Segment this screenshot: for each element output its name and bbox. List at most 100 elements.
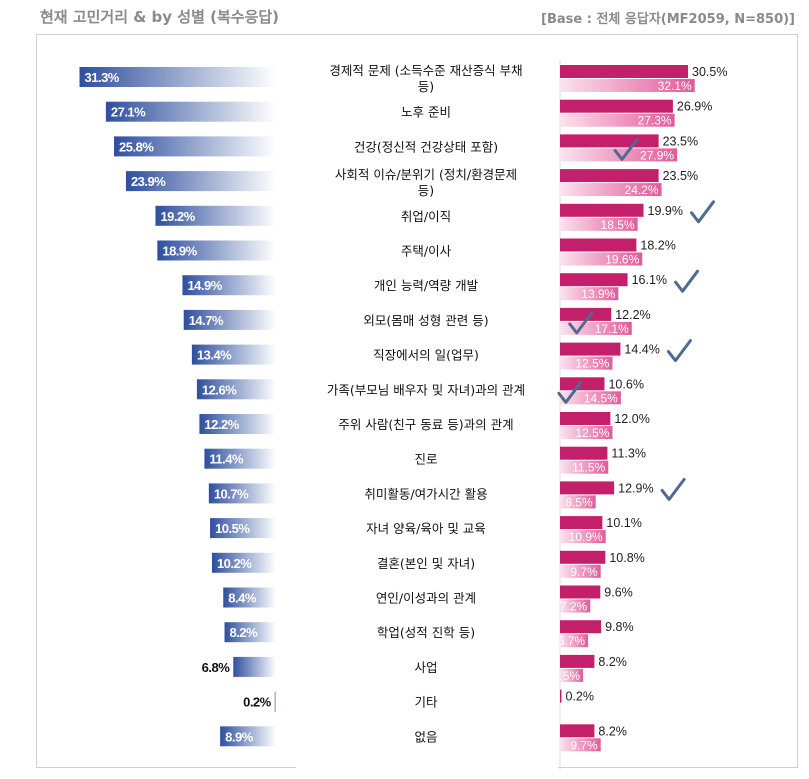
- male-value-label: 23.5%: [663, 169, 698, 183]
- total-value-label: 18.9%: [162, 244, 197, 259]
- total-bar: [105, 101, 277, 122]
- chart-title: 현재 고민거리 & by 성별 (복수응답): [40, 8, 280, 26]
- female-value-label: 6.7%: [558, 634, 586, 648]
- male-bar: [560, 550, 606, 564]
- male-value-label: 10.6%: [608, 377, 643, 391]
- total-bar: [125, 171, 276, 192]
- female-bar: [560, 287, 619, 301]
- category-label-line: 가족(부모님 배우자 및 자녀)과의 관계: [327, 382, 525, 397]
- male-bar: [560, 342, 621, 356]
- female-value-label: 12.5%: [575, 357, 609, 371]
- category-label: 직장에서의 일(업무): [373, 348, 479, 363]
- male-value-label: 14.4%: [624, 343, 659, 357]
- male-bar: [560, 654, 595, 668]
- category-label: 없음: [414, 729, 437, 744]
- category-label-line: 노후 준비: [401, 105, 451, 120]
- male-value-label: 8.2%: [598, 655, 627, 669]
- category-label-line: 주위 사람(친구 동료 등)과의 관계: [338, 417, 513, 432]
- male-value-label: 0.2%: [566, 690, 595, 704]
- male-highlight-check-icon: [690, 200, 716, 224]
- total-value-label: 8.9%: [225, 729, 254, 744]
- male-value-label: 12.9%: [618, 481, 653, 495]
- male-bar: [560, 377, 605, 391]
- total-value-label: 10.7%: [214, 486, 249, 501]
- category-label: 노후 준비: [401, 105, 451, 120]
- total-bar: [274, 691, 276, 712]
- category-label: 기타: [414, 695, 438, 710]
- male-value-label: 9.6%: [604, 586, 633, 600]
- category-label-line: 학업(성적 진학 등): [377, 625, 475, 640]
- total-value-label: 11.4%: [209, 452, 244, 467]
- category-label-line: 사업: [414, 660, 437, 675]
- male-bar: [560, 99, 673, 113]
- category-panel: [296, 45, 558, 779]
- category-label-line: 자녀 양육/육아 및 교육: [366, 521, 486, 536]
- female-value-label: 10.9%: [569, 530, 603, 544]
- female-bar: [560, 252, 643, 266]
- male-bar: [560, 689, 562, 703]
- total-value-label: 27.1%: [111, 105, 146, 120]
- female-value-label: 13.9%: [581, 287, 615, 301]
- category-label-line: 기타: [414, 695, 438, 710]
- male-bar: [560, 169, 659, 183]
- female-value-label: 27.3%: [638, 114, 672, 128]
- male-value-label: 12.0%: [614, 412, 649, 426]
- female-value-label: 11.5%: [572, 461, 605, 475]
- male-value-label: 23.5%: [663, 134, 698, 148]
- category-label-line: 등): [418, 183, 434, 198]
- total-value-label: 23.9%: [131, 174, 166, 189]
- total-value-label: 8.2%: [230, 625, 259, 640]
- total-bar: [220, 726, 276, 747]
- male-value-label: 16.1%: [632, 273, 667, 287]
- male-value-label: 30.5%: [692, 65, 727, 79]
- female-bar: [560, 460, 609, 474]
- category-label-line: 등): [418, 79, 434, 94]
- category-label-line: 취업/이직: [401, 209, 451, 224]
- total-bar: [223, 587, 276, 608]
- category-label: 사회적 이슈/분위기 (정치/환경문제 등): [335, 167, 517, 198]
- male-value-label: 26.9%: [677, 100, 712, 114]
- male-bar: [560, 273, 628, 287]
- total-bar: [182, 275, 276, 296]
- category-label: 취미활동/여가시간 활용: [364, 486, 487, 501]
- male-value-label: 18.2%: [640, 239, 675, 253]
- male-bar: [560, 203, 644, 217]
- total-value-label: 19.2%: [160, 209, 195, 224]
- male-value-label: 9.8%: [605, 620, 634, 634]
- category-label-line: 없음: [414, 729, 437, 744]
- female-bar: [560, 79, 695, 92]
- category-label-line: 개인 능력/역량 개발: [374, 278, 479, 293]
- total-bar: [157, 240, 276, 261]
- male-bar: [560, 134, 659, 148]
- category-label: 주택/이사: [401, 244, 452, 259]
- male-value-label: 10.1%: [606, 516, 641, 530]
- base-note: [Base : 전체 응답자(MF2059, N=850)]: [541, 12, 795, 27]
- total-bar: [233, 656, 276, 677]
- category-label: 결혼(본인 및 자녀): [377, 556, 475, 571]
- female-bar: [560, 356, 613, 370]
- category-label-line: 건강(정신적 건강상태 포함): [354, 139, 498, 154]
- female-bar: [560, 668, 584, 682]
- category-label-line: 취미활동/여가시간 활용: [364, 486, 487, 501]
- female-highlight-check-icon: [613, 137, 639, 161]
- category-label-line: 연인/이성과의 관계: [376, 591, 476, 606]
- female-bar: [560, 530, 606, 544]
- total-value-label: 14.7%: [189, 313, 224, 328]
- category-label-line: 외모(몸매 성형 관련 등): [363, 313, 488, 328]
- female-bar: [560, 113, 675, 127]
- female-value-label: 9.7%: [570, 565, 598, 579]
- total-value-label: 8.4%: [228, 591, 257, 606]
- category-label-line: 결혼(본인 및 자녀): [377, 556, 475, 571]
- category-label-line: 직장에서의 일(업무): [373, 348, 479, 363]
- female-bar: [560, 217, 638, 231]
- category-label-line: 사회적 이슈/분위기 (정치/환경문제: [335, 167, 517, 182]
- female-value-label: 8.5%: [565, 495, 593, 509]
- male-bar: [560, 724, 595, 738]
- male-bar: [560, 620, 602, 634]
- total-bar: [196, 379, 276, 400]
- category-label: 사업: [414, 660, 437, 675]
- male-bar: [560, 65, 688, 78]
- female-value-label: 14.5%: [584, 391, 618, 405]
- total-value-label: 10.5%: [215, 521, 250, 536]
- male-highlight-check-icon: [674, 269, 700, 293]
